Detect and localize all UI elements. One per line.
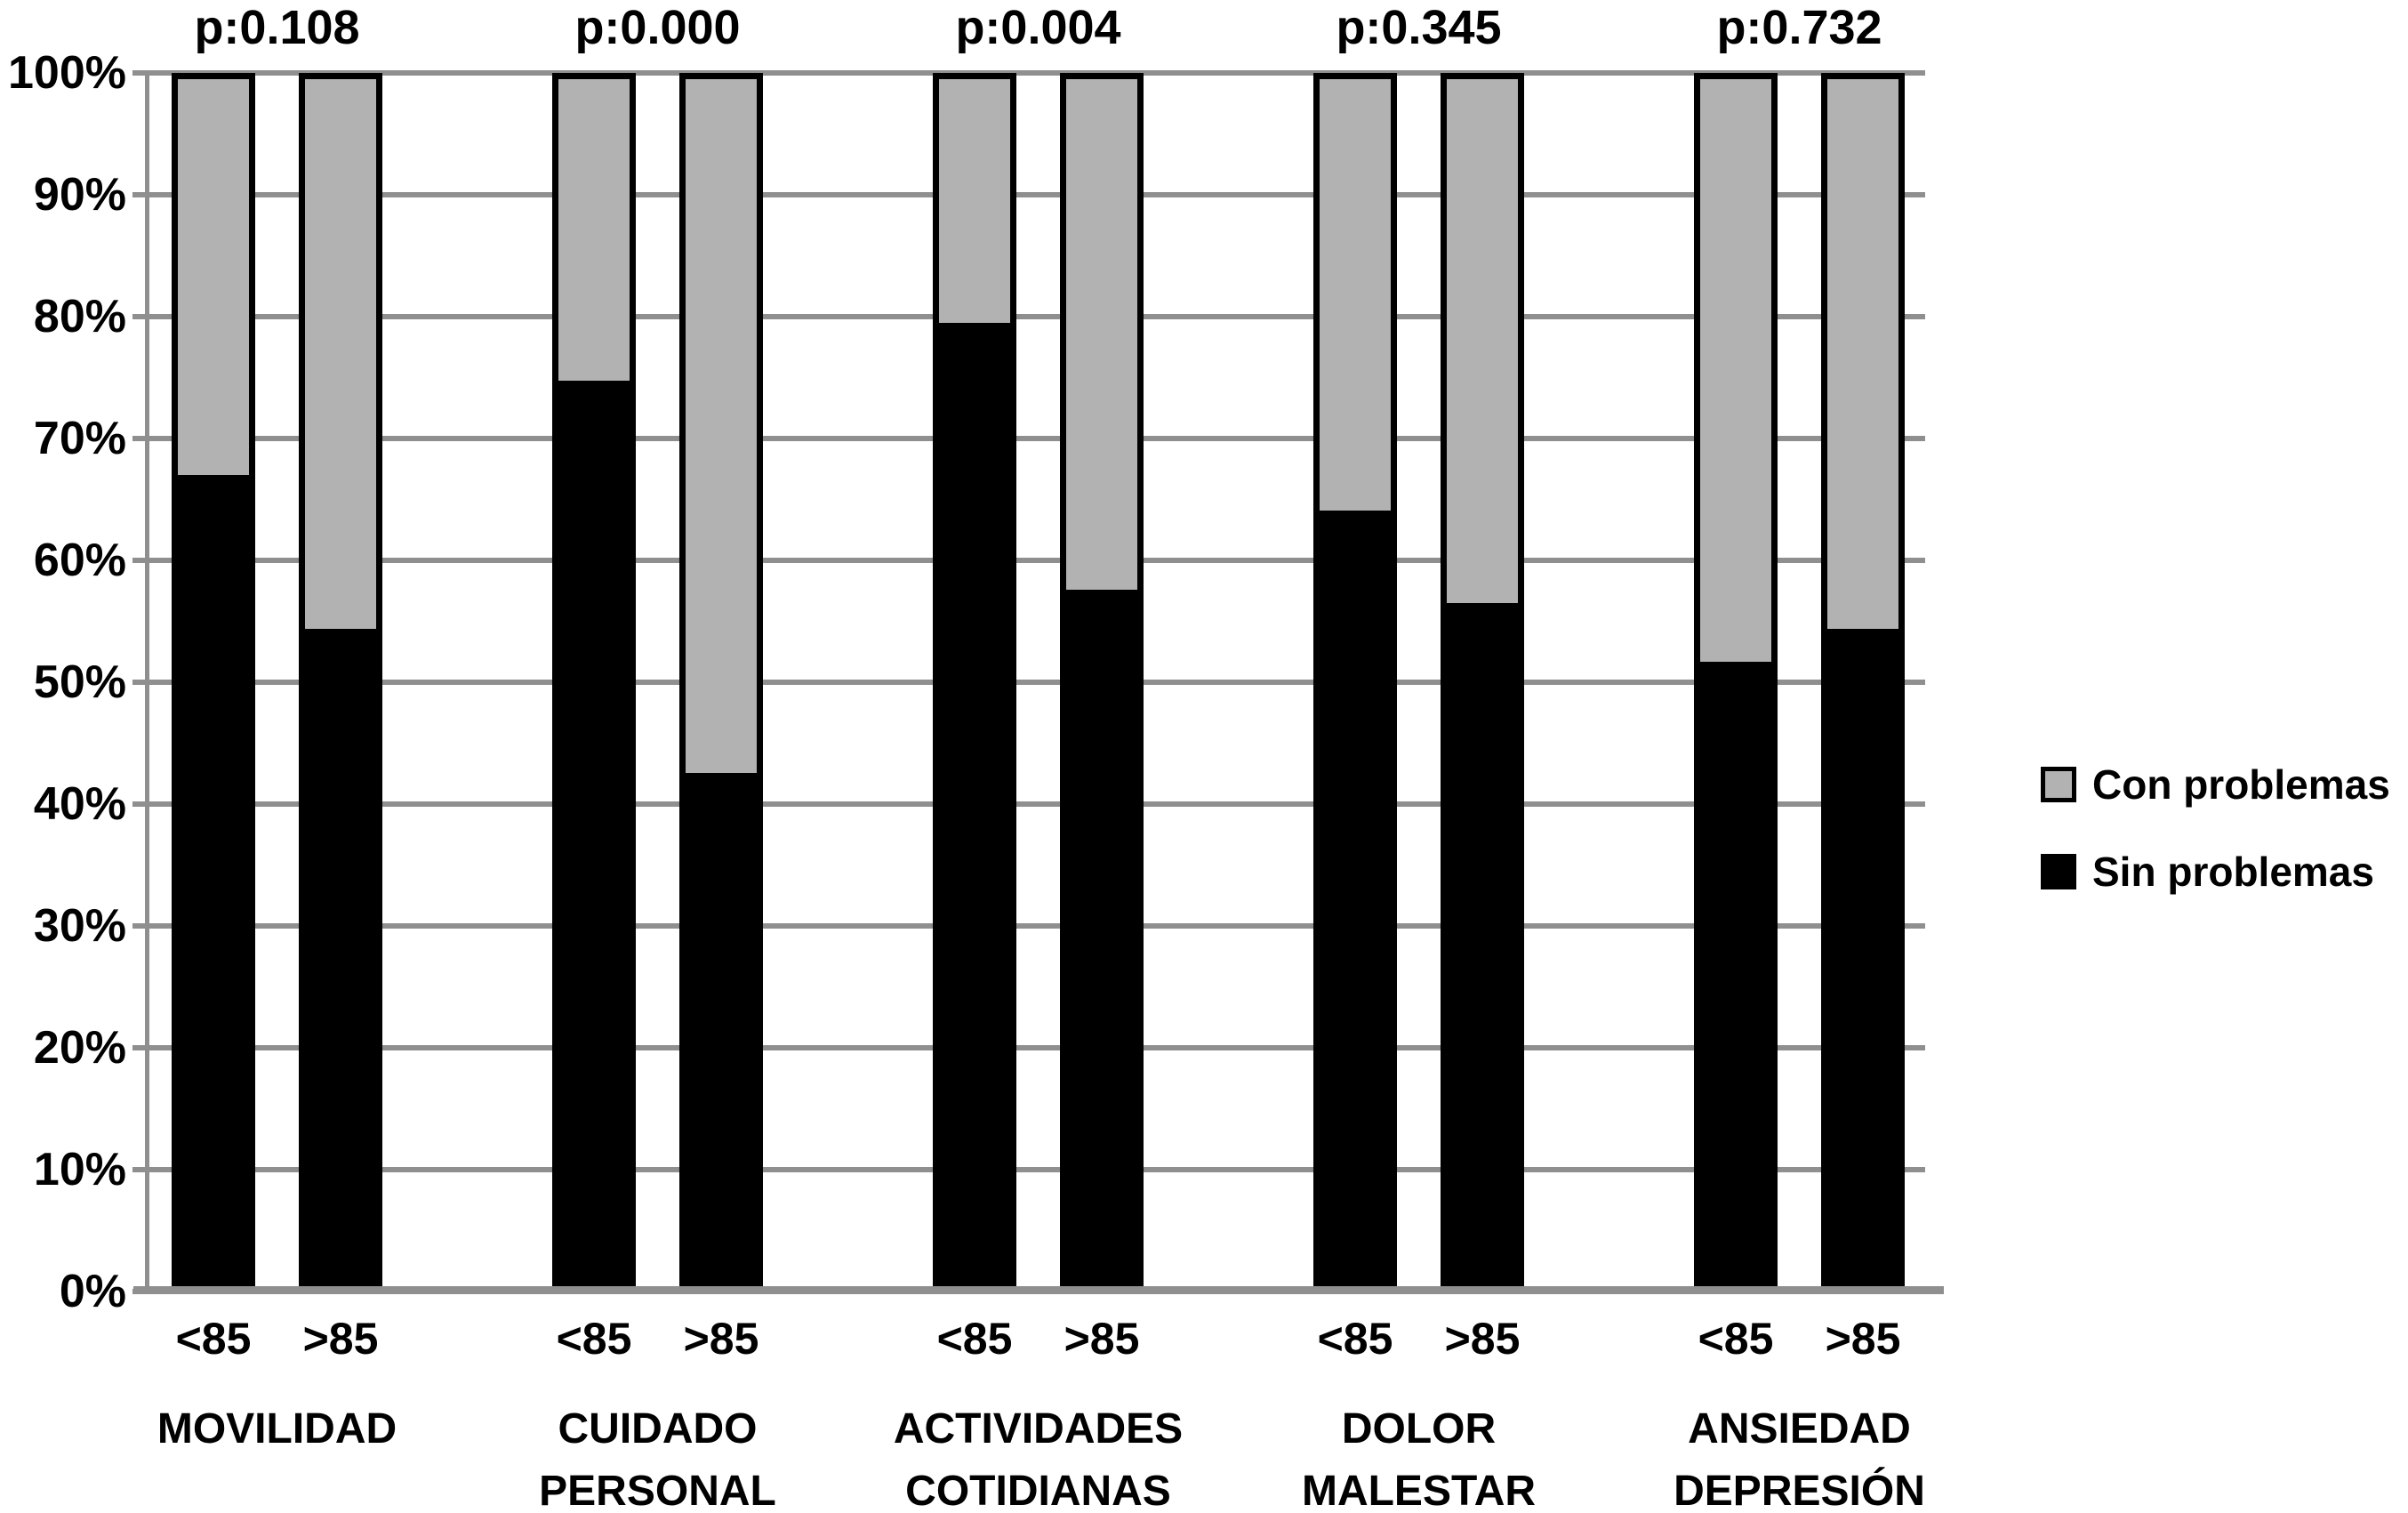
p-value-label: p:0.345 [1336, 1, 1502, 54]
y-axis-tick-label: 0% [59, 1266, 126, 1317]
p-value-label: p:0.000 [574, 1, 741, 54]
bar-segment-con-problemas [1700, 79, 1771, 662]
p-value-label: p:0.108 [194, 1, 360, 54]
y-axis-tick-label: 10% [33, 1144, 126, 1195]
gridline [132, 436, 1925, 441]
y-axis-tick-label: 20% [33, 1022, 126, 1074]
plot-area [132, 70, 1925, 1294]
stacked-bar [1060, 73, 1144, 1292]
y-axis-tick-label: 60% [33, 535, 126, 586]
y-axis-tick-label: 100% [8, 47, 126, 99]
gridline [132, 801, 1925, 807]
x-tick-label: <85 [936, 1314, 1013, 1364]
category-label: ACTIVIDADES COTIDIANAS [893, 1405, 1184, 1513]
p-value-label: p:0.732 [1716, 1, 1882, 54]
x-tick-label: >85 [1064, 1314, 1140, 1364]
y-axis-line [145, 73, 149, 1292]
category-label: ANSIEDAD DEPRESIÓN [1674, 1405, 1925, 1513]
bar-segment-sin-problemas [1827, 629, 1898, 1285]
stacked-bar [1441, 73, 1524, 1292]
y-axis-tick-label: 70% [33, 413, 126, 464]
bar-segment-con-problemas [1066, 79, 1137, 590]
legend-swatch-sin-problemas [2041, 854, 2076, 889]
category-label: CUIDADO PERSONAL [539, 1405, 776, 1513]
bar-segment-sin-problemas [1447, 602, 1518, 1285]
x-tick-label: <85 [1317, 1314, 1393, 1364]
bar-segment-sin-problemas [305, 629, 376, 1285]
p-value-label: p:0.004 [955, 1, 1121, 54]
gridline [132, 680, 1925, 685]
x-tick-label: >85 [302, 1314, 379, 1364]
stacked-bar [172, 73, 255, 1292]
legend-label-sin-problemas: Sin problemas [2092, 849, 2374, 895]
bar-segment-sin-problemas [686, 772, 757, 1285]
gridline [132, 923, 1925, 929]
gridline [132, 314, 1925, 319]
x-tick-label: <85 [175, 1314, 252, 1364]
stacked-bar [552, 73, 636, 1292]
bar-segment-con-problemas [1827, 79, 1898, 630]
bar-segment-con-problemas [178, 79, 249, 475]
gridline [132, 192, 1925, 197]
bar-segment-sin-problemas [178, 474, 249, 1285]
legend-label-con-problemas: Con problemas [2092, 761, 2390, 808]
x-tick-label: >85 [1444, 1314, 1521, 1364]
bar-segment-sin-problemas [1066, 589, 1137, 1285]
bar-segment-con-problemas [305, 79, 376, 630]
y-axis-tick-label: 40% [33, 778, 126, 830]
x-tick-label: >85 [683, 1314, 759, 1364]
legend-swatch-con-problemas [2041, 767, 2076, 802]
bar-segment-sin-problemas [939, 322, 1010, 1285]
stacked-bar [679, 73, 763, 1292]
stacked-bar [1313, 73, 1397, 1292]
gridline [132, 1045, 1925, 1050]
gridline [132, 558, 1925, 563]
y-axis-tick-label: 80% [33, 291, 126, 342]
category-label: MOVILIDAD [157, 1405, 397, 1453]
x-tick-label: <85 [1698, 1314, 1774, 1364]
bar-segment-con-problemas [686, 79, 757, 773]
bar-segment-con-problemas [1447, 79, 1518, 603]
bar-segment-con-problemas [939, 79, 1010, 323]
legend-item-con-problemas: Con problemas [2041, 763, 2390, 806]
bar-segment-con-problemas [1320, 79, 1391, 511]
stacked-bar [933, 73, 1016, 1292]
gridline [132, 1167, 1925, 1172]
y-axis-tick-label: 30% [33, 900, 126, 952]
stacked-bar [299, 73, 382, 1292]
x-axis-line [133, 1286, 1944, 1294]
bar-segment-sin-problemas [1320, 511, 1391, 1285]
stacked-bar [1694, 73, 1778, 1292]
bar-segment-sin-problemas [558, 381, 630, 1285]
legend: Con problemas Sin problemas [2041, 763, 2390, 938]
category-label: DOLOR MALESTAR [1301, 1405, 1537, 1513]
stacked-bar [1821, 73, 1905, 1292]
legend-item-sin-problemas: Sin problemas [2041, 850, 2390, 893]
bar-segment-sin-problemas [1700, 661, 1771, 1285]
x-tick-label: >85 [1825, 1314, 1901, 1364]
y-axis-tick-label: 50% [33, 656, 126, 708]
bar-segment-con-problemas [558, 79, 630, 381]
y-axis-tick-label: 90% [33, 169, 126, 221]
gridline [132, 70, 1925, 76]
x-tick-label: <85 [556, 1314, 632, 1364]
